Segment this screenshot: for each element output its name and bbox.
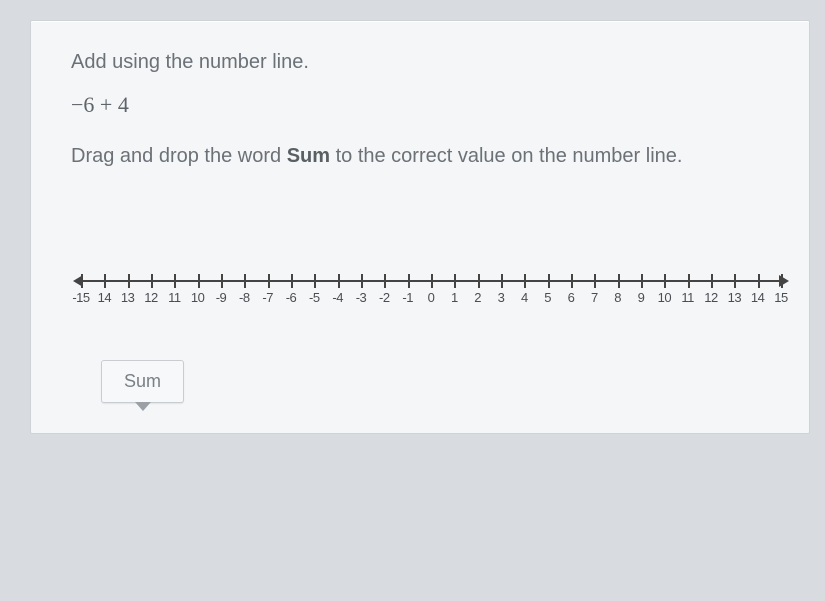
expression-text: −6 + 4 [71, 92, 779, 118]
numberline-tick[interactable] [291, 274, 293, 288]
numberline-tick[interactable] [688, 274, 690, 288]
instruction-text: Drag and drop the word Sum to the correc… [71, 142, 779, 170]
numberline-label: 12 [704, 290, 717, 305]
numberline-label: 4 [521, 290, 528, 305]
numberline-label: 9 [638, 290, 645, 305]
numberline-tick[interactable] [548, 274, 550, 288]
numberline-label: -2 [379, 290, 390, 305]
numberline-tick[interactable] [594, 274, 596, 288]
numberline-tick[interactable] [104, 274, 106, 288]
numberline-tick[interactable] [618, 274, 620, 288]
numberline-tick[interactable] [244, 274, 246, 288]
numberline-tick[interactable] [478, 274, 480, 288]
numberline-label: 14 [751, 290, 764, 305]
numberline-tick[interactable] [151, 274, 153, 288]
numberline[interactable]: -151413121110-9-8-7-6-5-4-3-2-1012345678… [81, 260, 781, 310]
numberline-label: 11 [168, 290, 181, 305]
numberline-label: 15 [774, 290, 787, 305]
numberline-label: 10 [191, 290, 204, 305]
numberline-tick[interactable] [501, 274, 503, 288]
numberline-tick[interactable] [711, 274, 713, 288]
numberline-label: 8 [614, 290, 621, 305]
instruction-pre: Drag and drop the word [71, 145, 287, 167]
instruction-keyword: Sum [287, 145, 330, 167]
numberline-tick[interactable] [408, 274, 410, 288]
numberline-tick[interactable] [221, 274, 223, 288]
numberline-tick[interactable] [431, 274, 433, 288]
numberline-label: 13 [728, 290, 741, 305]
question-card: Add using the number line. −6 + 4 Drag a… [30, 20, 810, 434]
numberline-label: 14 [98, 290, 111, 305]
numberline-tick[interactable] [758, 274, 760, 288]
sum-chip[interactable]: Sum [101, 360, 184, 403]
numberline-label: 6 [568, 290, 575, 305]
numberline-axis-container: -151413121110-9-8-7-6-5-4-3-2-1012345678… [81, 260, 781, 310]
numberline-label: -5 [309, 290, 320, 305]
numberline-label: 11 [681, 290, 694, 305]
sum-chip-label: Sum [124, 371, 161, 391]
numberline-tick[interactable] [268, 274, 270, 288]
numberline-tick[interactable] [384, 274, 386, 288]
numberline-label: -15 [72, 290, 89, 305]
numberline-label: -3 [356, 290, 367, 305]
numberline-tick[interactable] [81, 274, 83, 288]
numberline-label: -9 [216, 290, 227, 305]
numberline-label: -7 [262, 290, 273, 305]
numberline-label: 0 [428, 290, 435, 305]
instruction-post: to the correct value on the number line. [330, 145, 682, 167]
numberline-label: 5 [544, 290, 551, 305]
numberline-label: 13 [121, 290, 134, 305]
numberline-label: 10 [658, 290, 671, 305]
numberline-tick[interactable] [128, 274, 130, 288]
numberline-label: 2 [474, 290, 481, 305]
numberline-tick[interactable] [174, 274, 176, 288]
numberline-tick[interactable] [314, 274, 316, 288]
numberline-tick[interactable] [641, 274, 643, 288]
numberline-tick[interactable] [198, 274, 200, 288]
numberline-label: 3 [498, 290, 505, 305]
numberline-label: -4 [332, 290, 343, 305]
numberline-tick[interactable] [338, 274, 340, 288]
numberline-tick[interactable] [664, 274, 666, 288]
numberline-tick[interactable] [734, 274, 736, 288]
numberline-tick[interactable] [781, 274, 783, 288]
numberline-tick[interactable] [571, 274, 573, 288]
numberline-label: 12 [144, 290, 157, 305]
numberline-tick[interactable] [524, 274, 526, 288]
numberline-label: -8 [239, 290, 250, 305]
numberline-label: 7 [591, 290, 598, 305]
numberline-tick[interactable] [454, 274, 456, 288]
prompt-text: Add using the number line. [71, 51, 779, 74]
numberline-label: -6 [286, 290, 297, 305]
numberline-label: 1 [451, 290, 458, 305]
numberline-tick[interactable] [361, 274, 363, 288]
numberline-label: -1 [402, 290, 413, 305]
